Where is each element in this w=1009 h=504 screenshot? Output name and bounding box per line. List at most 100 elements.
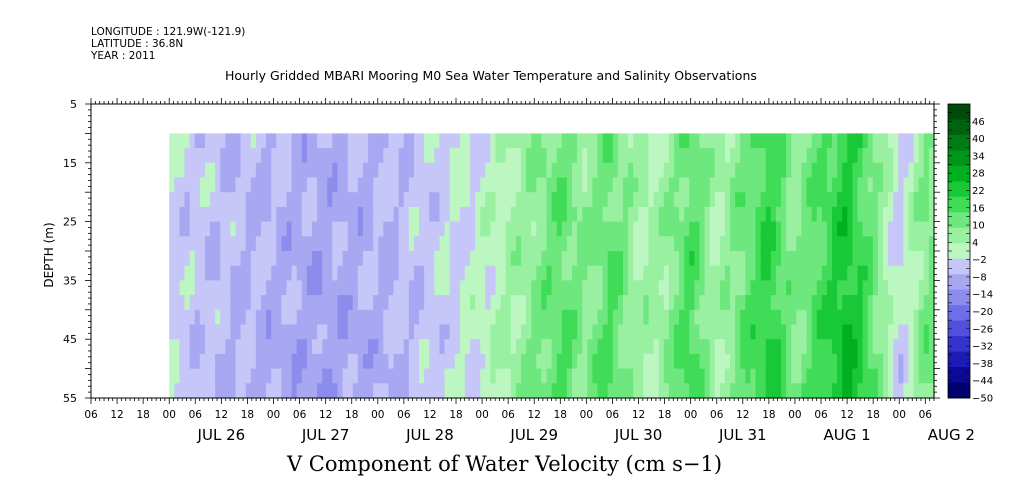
heatmap-cell — [306, 162, 313, 179]
heatmap-cell — [653, 236, 660, 252]
heatmap-cell — [475, 133, 481, 149]
heatmap-cell — [770, 177, 777, 193]
heatmap-cell — [230, 265, 237, 281]
heatmap-cell — [184, 353, 191, 370]
heatmap-cell — [281, 192, 288, 208]
heatmap-cell — [505, 368, 512, 384]
heatmap-cell — [475, 265, 481, 281]
x-hour-label: 12 — [319, 409, 332, 421]
heatmap-cell — [240, 251, 247, 267]
heatmap-cell — [755, 148, 762, 164]
heatmap-cell — [393, 295, 400, 311]
heatmap-cell — [750, 162, 757, 179]
heatmap-cell — [633, 133, 639, 149]
heatmap-cell — [204, 148, 211, 164]
heatmap-cell — [872, 192, 879, 208]
heatmap-cell — [434, 148, 441, 164]
heatmap-cell — [740, 192, 746, 208]
heatmap-cell — [724, 221, 731, 237]
heatmap-cell — [888, 324, 894, 340]
heatmap-cell — [373, 221, 379, 237]
heatmap-cell — [684, 236, 690, 252]
y-axis-label: DEPTH (m) — [42, 222, 56, 287]
heatmap-cell — [857, 353, 864, 370]
heatmap-cell — [668, 265, 675, 281]
heatmap-cell — [317, 162, 323, 179]
heatmap-cell — [699, 251, 706, 267]
heatmap-cell — [658, 368, 665, 384]
heatmap-cell — [638, 368, 644, 384]
heatmap-cell — [429, 133, 435, 149]
heatmap-cell — [541, 324, 548, 340]
heatmap-cell — [602, 162, 609, 179]
heatmap-cell — [536, 295, 543, 311]
heatmap-cell — [189, 148, 196, 164]
heatmap-cell — [622, 280, 629, 296]
heatmap-cell — [480, 162, 486, 179]
heatmap-cell — [893, 236, 899, 252]
heatmap-cell — [413, 295, 420, 311]
heatmap-cell — [735, 148, 741, 164]
heatmap-cell — [515, 251, 522, 267]
heatmap-cell — [266, 148, 272, 164]
heatmap-cell — [454, 148, 461, 164]
colorbar-swatch — [948, 382, 970, 399]
heatmap-cell — [368, 236, 374, 252]
heatmap-cell — [923, 309, 930, 326]
heatmap-cell — [179, 206, 186, 223]
heatmap-cell — [260, 368, 267, 384]
heatmap-cell — [169, 177, 175, 193]
heatmap-cell — [740, 236, 746, 252]
heatmap-cell — [470, 353, 476, 370]
heatmap-cell — [291, 162, 298, 179]
heatmap-cell — [296, 383, 303, 399]
heatmap-cell — [607, 339, 614, 355]
heatmap-cell — [225, 295, 231, 311]
heatmap-cell — [832, 162, 838, 179]
heatmap-cell — [561, 353, 568, 370]
heatmap-cell — [286, 383, 293, 399]
heatmap-cell — [551, 236, 558, 252]
heatmap-cell — [322, 353, 328, 370]
heatmap-cell — [332, 295, 339, 311]
heatmap-cell — [388, 280, 395, 296]
heatmap-cell — [709, 133, 716, 149]
heatmap-cell — [235, 324, 242, 340]
heatmap-cell — [515, 148, 522, 164]
heatmap-cell — [826, 353, 833, 370]
heatmap-cell — [643, 309, 650, 326]
heatmap-cell — [184, 251, 191, 267]
heatmap-cell — [485, 133, 492, 149]
heatmap-cell — [199, 133, 206, 149]
heatmap-cell — [913, 295, 920, 311]
heatmap-cell — [883, 206, 889, 223]
heatmap-cell — [490, 309, 497, 326]
heatmap-cell — [220, 177, 226, 193]
heatmap-cell — [378, 368, 384, 384]
heatmap-cell — [225, 251, 231, 267]
heatmap-cell — [317, 251, 323, 267]
heatmap-cell — [362, 280, 369, 296]
heatmap-cell — [362, 192, 369, 208]
heatmap-cell — [454, 353, 461, 370]
heatmap-cell — [169, 353, 175, 370]
heatmap-cell — [714, 383, 721, 399]
heatmap-cell — [811, 324, 818, 340]
heatmap-cell — [658, 339, 665, 355]
heatmap-cell — [735, 339, 741, 355]
heatmap-cell — [572, 192, 578, 208]
heatmap-cell — [816, 353, 823, 370]
heatmap-cell — [607, 177, 614, 193]
heatmap-cell — [475, 339, 481, 355]
heatmap-cell — [847, 177, 854, 193]
heatmap-cell — [240, 295, 247, 311]
heatmap-cell — [898, 221, 905, 237]
heatmap-cell — [204, 280, 211, 296]
x-hour-label: 06 — [501, 409, 515, 421]
heatmap-cell — [521, 162, 527, 179]
heatmap-cell — [220, 192, 226, 208]
heatmap-cell — [174, 280, 181, 296]
heatmap-cell — [852, 295, 859, 311]
heatmap-cell — [821, 177, 828, 193]
